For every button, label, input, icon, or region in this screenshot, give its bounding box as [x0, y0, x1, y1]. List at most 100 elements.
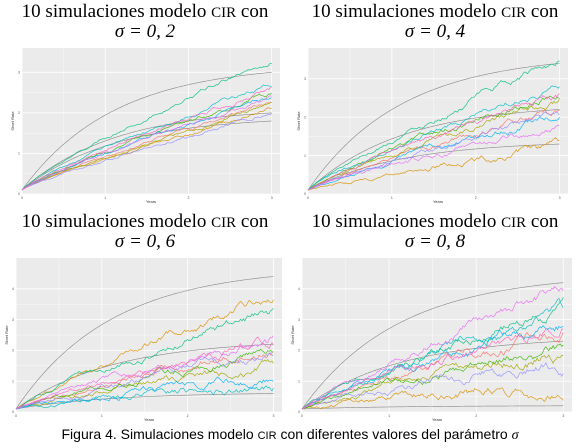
simulation-path-8 [15, 352, 274, 410]
panel-sigma-08: 10 simulaciones modelo CIR con σ = 0, 8 [290, 210, 580, 424]
simulation-path-3 [307, 99, 560, 191]
title-prefix: 10 simulaciones modelo [311, 211, 502, 232]
y-tick-label: 3 [12, 318, 14, 322]
simulation-path-10 [307, 93, 560, 191]
y-tick-label: 1 [304, 154, 306, 158]
simulation-path-7 [307, 115, 560, 191]
simulation-path-7 [15, 376, 274, 410]
simulation-path-10 [15, 336, 274, 410]
x-tick-label: 3 [272, 414, 274, 418]
caption-param: σ [511, 428, 519, 443]
y-tick-label: 4 [298, 287, 300, 291]
y-tick-label: 0 [12, 410, 14, 414]
title-suffix: con [526, 1, 559, 22]
x-tick-label: 0 [15, 414, 17, 418]
chart-subtitle: σ = 0, 6 [114, 231, 176, 252]
simulation-path-6 [21, 84, 272, 191]
chart-subtitle: σ = 0, 2 [114, 21, 176, 42]
plot-sigma-06: 0 1 2 3 0 1 2 3 4 Years Short Rate [4, 258, 282, 422]
title-model: CIR [211, 5, 237, 21]
x-tick-label: 2 [187, 196, 189, 200]
y-tick-label: 2 [304, 115, 306, 119]
envelope-upper-curve [307, 63, 560, 191]
y-axis-label: Short Rate [290, 325, 295, 345]
x-axis-label: Years [433, 199, 443, 204]
x-tick-label: 3 [271, 196, 273, 200]
x-axis-label: Years [144, 417, 154, 422]
simulation-path-5 [21, 63, 272, 191]
plot-sigma-08: 0 1 2 3 0 1 2 3 4 Years Short Rate [290, 258, 572, 422]
simulation-path-9 [15, 335, 274, 410]
envelope-mean-curve [15, 343, 274, 410]
simulation-path-5 [15, 308, 274, 410]
envelope-lower-curve [307, 143, 560, 191]
plot-sigma-04: 0 1 2 3 0 1 2 3 Years Short Rate [296, 48, 568, 204]
simulation-path-2 [301, 387, 564, 410]
y-tick-label: 0 [18, 192, 20, 196]
simulation-path-1 [307, 109, 560, 191]
title-model: CIR [211, 215, 237, 231]
title-prefix: 10 simulaciones modelo [21, 1, 212, 22]
x-tick-label: 1 [101, 414, 103, 418]
simulation-path-3 [21, 101, 272, 191]
x-tick-label: 3 [562, 414, 564, 418]
simulation-path-4 [307, 95, 560, 191]
figure-caption: Figura 4. Simulaciones modelo CIR con di… [0, 426, 580, 444]
x-tick-label: 3 [559, 196, 561, 200]
x-tick-label: 0 [21, 196, 23, 200]
simulation-path-3 [301, 354, 564, 410]
simulation-path-6 [307, 85, 560, 191]
simulation-path-5 [301, 297, 564, 410]
panel-sigma-06: 10 simulaciones modelo CIR con σ = 0, 6 [0, 210, 290, 424]
chart-title: 10 simulaciones modelo CIR con [0, 212, 290, 233]
chart-title: 10 simulaciones modelo CIR con [0, 2, 290, 23]
y-tick-label: 3 [298, 318, 300, 322]
envelope-upper-curve [15, 276, 274, 410]
y-tick-label: 0 [304, 192, 306, 196]
envelope-upper-curve [301, 282, 564, 410]
y-tick-label: 3 [304, 77, 306, 81]
y-axis-label: Short Rate [10, 111, 15, 131]
simulation-path-9 [301, 285, 564, 410]
x-tick-label: 2 [475, 414, 477, 418]
simulation-path-4 [301, 343, 564, 410]
x-axis-label: Years [432, 417, 442, 422]
title-suffix: con [236, 1, 269, 22]
chart-subtitle: σ = 0, 8 [404, 231, 466, 252]
simulation-path-8 [301, 362, 564, 410]
caption-prefix: Figura 4. Simulaciones modelo [61, 426, 258, 442]
simulation-path-6 [15, 385, 274, 410]
y-tick-label: 3 [18, 71, 20, 75]
y-tick-label: 2 [298, 349, 300, 353]
simulation-path-8 [21, 113, 272, 191]
caption-suffix: con diferentes valores del parámetro [276, 426, 512, 442]
envelope-lower-curve [15, 393, 274, 410]
plot-panel [22, 48, 280, 194]
y-axis-label: Short Rate [4, 325, 9, 345]
simulation-path-10 [21, 87, 272, 191]
title-model: CIR [501, 215, 527, 231]
simulation-path-9 [307, 125, 560, 191]
plot-sigma-02: 0 1 2 3 0 1 2 3 Years Short Rate [10, 48, 280, 204]
simulation-path-9 [21, 95, 272, 191]
simulation-path-7 [301, 325, 564, 410]
title-prefix: 10 simulaciones modelo [21, 211, 212, 232]
x-tick-label: 0 [301, 414, 303, 418]
panel-sigma-02: 10 simulaciones modelo CIR con σ = 0, 2 [0, 0, 290, 214]
envelope-mean-curve [307, 109, 560, 191]
title-suffix: con [236, 211, 269, 232]
x-axis-label: Years [146, 199, 156, 204]
title-suffix: con [526, 211, 559, 232]
title-prefix: 10 simulaciones modelo [311, 1, 502, 22]
chart-title: 10 simulaciones modelo CIR con [290, 212, 580, 233]
x-tick-label: 1 [388, 414, 390, 418]
y-tick-label: 1 [12, 379, 14, 383]
x-tick-label: 0 [307, 196, 309, 200]
simulation-path-4 [15, 348, 274, 410]
panel-sigma-04: 10 simulaciones modelo CIR con σ = 0, 4 [290, 0, 580, 214]
simulation-path-2 [307, 137, 560, 191]
envelope-lower-curve [301, 405, 564, 410]
simulation-path-5 [307, 60, 560, 191]
y-tick-label: 2 [18, 111, 20, 115]
envelope-upper-curve [21, 72, 272, 191]
